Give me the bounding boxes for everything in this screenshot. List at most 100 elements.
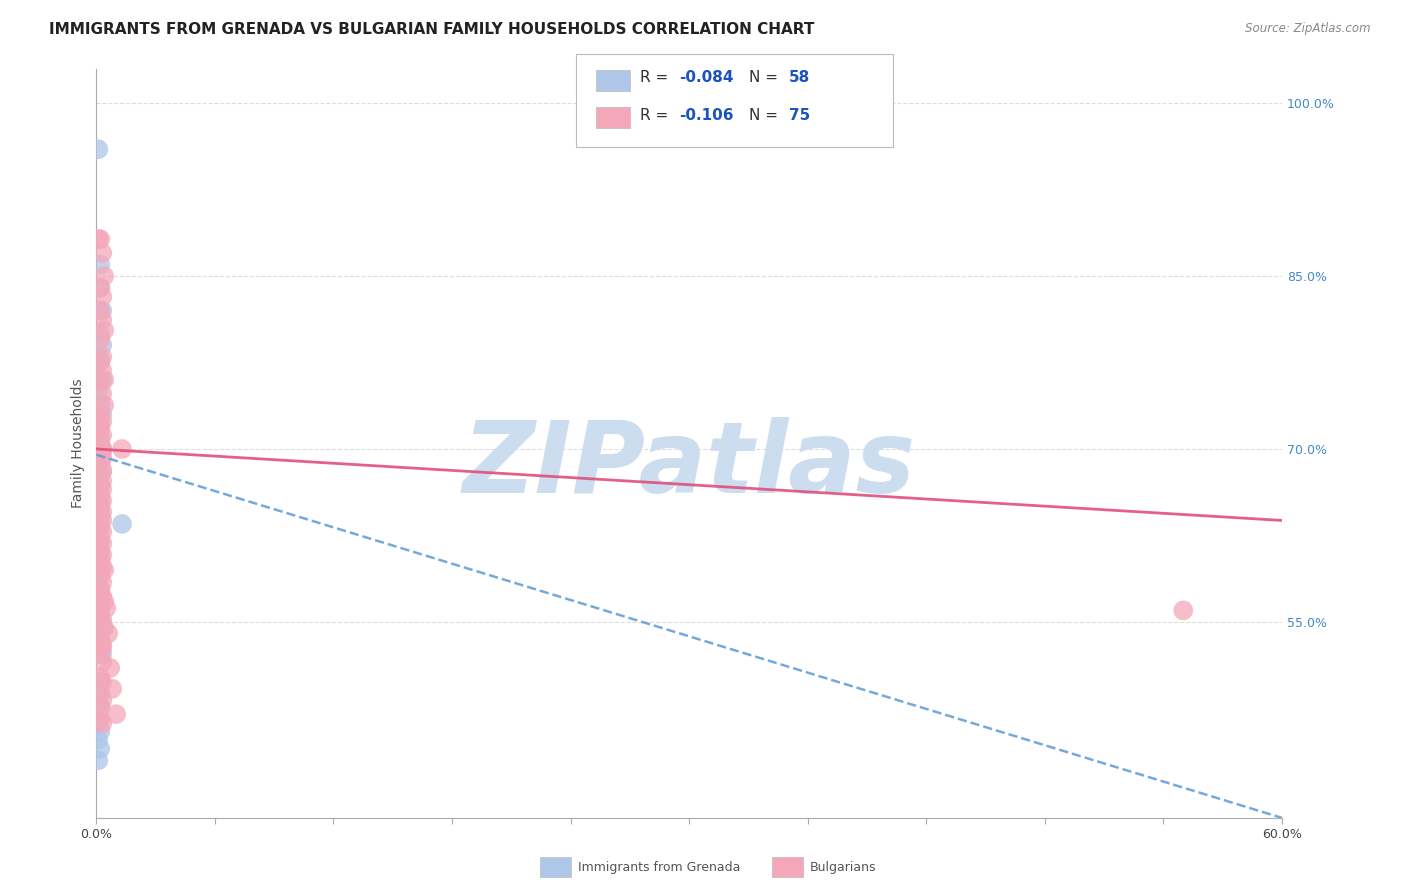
Point [91,621,114,635]
Point [89,444,111,458]
Point [91,674,114,689]
Point [89,280,111,294]
Point [89,566,111,581]
Point [91,475,114,489]
Point [89,436,111,450]
Point [91,647,114,661]
Point [87,606,110,620]
Point [89,479,111,493]
Point [91,442,114,456]
Point [89,232,111,246]
Point [87,500,110,514]
Point [89,442,111,456]
Point [93,398,115,412]
Point [89,406,111,420]
Point [89,493,111,508]
Point [89,430,111,444]
Point [101,681,124,696]
Point [91,505,114,519]
Text: -0.084: -0.084 [679,70,734,85]
Point [89,741,111,756]
Point [91,524,114,539]
Point [87,591,110,606]
Point [89,606,111,620]
Point [87,488,110,502]
Point [97,626,120,640]
Point [89,516,111,531]
Point [91,655,114,669]
Point [91,428,114,442]
Point [89,638,111,652]
Point [91,246,114,260]
Point [91,559,114,574]
Point [91,408,114,422]
Point [87,571,110,585]
Point [89,354,111,368]
Point [87,629,110,643]
Point [93,268,115,283]
Text: ZIPatlas: ZIPatlas [463,417,915,514]
Point [89,698,111,712]
Point [91,548,114,562]
Point [89,555,111,569]
Point [89,508,111,523]
Point [89,467,111,482]
Point [93,373,115,387]
Point [89,546,111,560]
Text: Immigrants from Grenada: Immigrants from Grenada [578,861,740,873]
Point [91,313,114,327]
Point [91,465,114,479]
Point [89,534,111,549]
Point [93,594,115,608]
Point [111,442,134,456]
Text: Source: ZipAtlas.com: Source: ZipAtlas.com [1246,22,1371,36]
Point [89,418,111,433]
Point [91,373,114,387]
Point [105,707,128,722]
Point [93,323,115,337]
Point [87,513,110,527]
Point [89,632,111,647]
Point [89,551,111,566]
Point [91,716,114,731]
Point [89,670,111,684]
Point [89,569,111,583]
Point [91,290,114,304]
Point [87,524,110,539]
Point [89,701,111,715]
Point [89,333,111,347]
Point [87,442,110,456]
Point [89,326,111,341]
Point [87,142,110,156]
Y-axis label: Family Households: Family Households [72,378,86,508]
Text: R =: R = [640,108,673,122]
Point [87,536,110,550]
Text: N =: N = [749,70,783,85]
Point [89,421,111,435]
Point [89,465,111,479]
Point [89,532,111,546]
Text: Bulgarians: Bulgarians [810,861,876,873]
Point [91,483,114,497]
Text: -0.106: -0.106 [679,108,734,122]
Point [91,463,114,477]
Point [91,303,114,318]
Point [91,451,114,466]
Point [89,354,111,368]
Text: 58: 58 [789,70,810,85]
Point [89,674,111,689]
Point [89,543,111,558]
Point [87,753,110,767]
Point [89,601,111,615]
Point [89,582,111,597]
Point [96,601,118,615]
Text: N =: N = [749,108,783,122]
Point [89,582,111,597]
Point [89,724,111,739]
Text: R =: R = [640,70,673,85]
Point [91,386,114,401]
Point [89,456,111,470]
Point [89,258,111,272]
Point [87,453,110,467]
Point [91,575,114,590]
